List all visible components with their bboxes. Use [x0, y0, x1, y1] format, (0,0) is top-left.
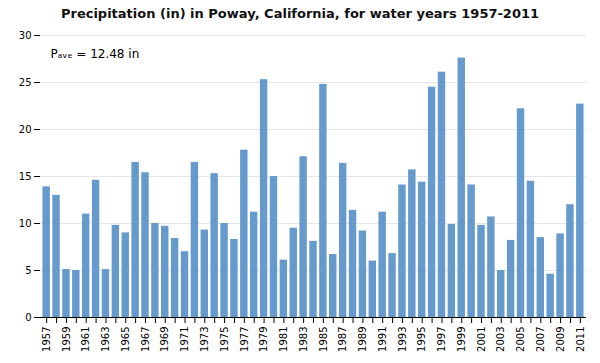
- svg-text:1965: 1965: [120, 327, 131, 352]
- svg-text:2009: 2009: [555, 327, 566, 352]
- svg-text:1977: 1977: [239, 327, 250, 352]
- svg-text:2011: 2011: [575, 327, 586, 352]
- svg-text:0: 0: [25, 312, 31, 323]
- svg-text:30: 30: [19, 30, 32, 41]
- svg-text:1991: 1991: [377, 327, 388, 352]
- svg-text:15: 15: [19, 171, 32, 182]
- svg-text:1959: 1959: [61, 327, 72, 352]
- svg-text:1993: 1993: [397, 327, 408, 352]
- svg-text:1987: 1987: [337, 327, 348, 352]
- svg-text:1969: 1969: [159, 327, 170, 352]
- svg-text:1989: 1989: [357, 327, 368, 352]
- svg-text:1979: 1979: [258, 327, 269, 352]
- svg-text:1985: 1985: [318, 327, 329, 352]
- svg-text:1971: 1971: [179, 327, 190, 352]
- svg-text:Pₐᵥₑ = 12.48 in: Pₐᵥₑ = 12.48 in: [51, 47, 140, 61]
- svg-text:1973: 1973: [199, 327, 210, 352]
- svg-text:1975: 1975: [219, 327, 230, 352]
- svg-text:2003: 2003: [495, 327, 506, 352]
- svg-text:1995: 1995: [416, 327, 427, 352]
- svg-text:10: 10: [19, 218, 32, 229]
- svg-text:25: 25: [19, 77, 32, 88]
- svg-text:20: 20: [19, 124, 32, 135]
- svg-text:1967: 1967: [140, 327, 151, 352]
- svg-text:1963: 1963: [100, 327, 111, 352]
- svg-text:1981: 1981: [278, 327, 289, 352]
- html-text:Precipitation (in) in Poway, C: Precipitation (in) in Poway, California,…: [60, 6, 540, 21]
- svg-text:1957: 1957: [41, 327, 52, 352]
- svg-text:2001: 2001: [476, 327, 487, 352]
- svg-text:1961: 1961: [80, 327, 91, 352]
- svg-text:1997: 1997: [436, 327, 447, 352]
- svg-text:1983: 1983: [298, 327, 309, 352]
- svg-text:5: 5: [25, 265, 31, 276]
- svg-text:1999: 1999: [456, 327, 467, 352]
- svg-text:2007: 2007: [535, 327, 546, 352]
- svg-text:2005: 2005: [515, 327, 526, 352]
